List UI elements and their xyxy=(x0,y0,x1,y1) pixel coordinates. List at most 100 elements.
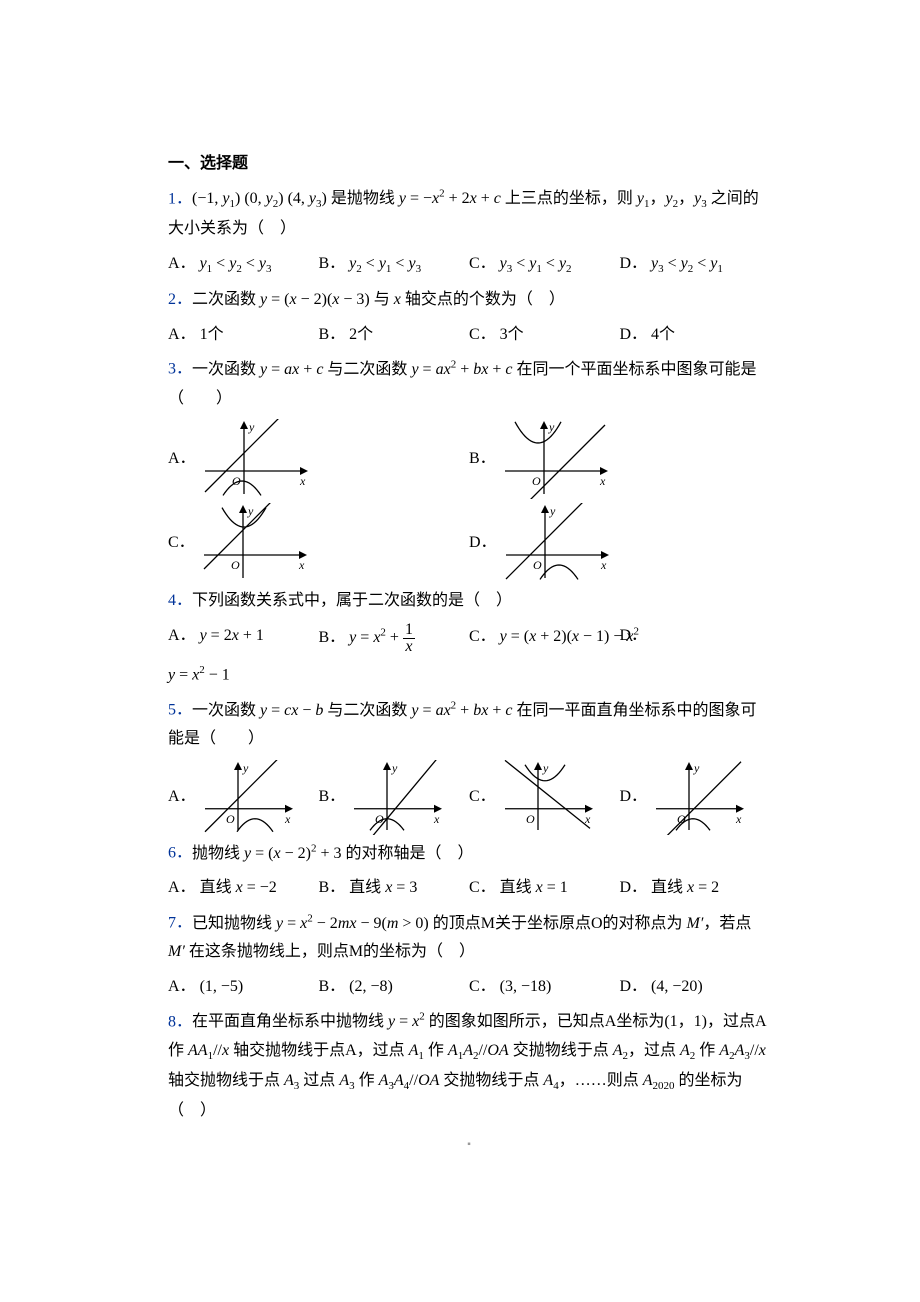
options: A．(1, −5)B．(2, −8)C．(3, −18)D．(4, −20) xyxy=(168,973,770,1002)
option-b: B． x y O xyxy=(469,419,770,499)
option-a: A． x y O xyxy=(168,419,469,499)
question-3: 3．一次函数 y = ax + c 与二次函数 y = ax2 + bx + c… xyxy=(168,355,770,413)
svg-text:O: O xyxy=(532,474,541,488)
option-b: B．y = x2 + 1x xyxy=(318,622,462,655)
question-body: 下列函数关系式中，属于二次函数的是（ ） xyxy=(192,592,512,609)
svg-text:x: x xyxy=(600,558,607,572)
option-row: C． x y O D． x y O xyxy=(168,503,770,583)
questions-container: 1．(−1, y1) (0, y2) (4, y3) 是抛物线 y = −x2 … xyxy=(168,185,770,1126)
question-7: 7．已知抛物线 y = x2 − 2mx − 9(m > 0) 的顶点M关于坐标… xyxy=(168,909,770,967)
question-body: 一次函数 y = ax + c 与二次函数 y = ax2 + bx + c 在… xyxy=(168,361,756,407)
option-label: B． xyxy=(318,629,345,646)
svg-text:x: x xyxy=(284,812,291,826)
option-c: C．(3, −18) xyxy=(469,973,613,1002)
option-d: D．直线 x = 2 xyxy=(619,874,763,903)
option-label: A． xyxy=(168,445,196,474)
question-body: 已知抛物线 y = x2 − 2mx − 9(m > 0) 的顶点M关于坐标原点… xyxy=(168,915,751,961)
question-number: 7． xyxy=(168,915,192,932)
option-a: A．直线 x = −2 xyxy=(168,874,312,903)
svg-text:y: y xyxy=(391,761,398,775)
question-6: 6．抛物线 y = (x − 2)2 + 3 的对称轴是（ ） xyxy=(168,839,770,868)
option-label: B． xyxy=(318,978,345,995)
svg-text:y: y xyxy=(542,761,549,775)
svg-text:y: y xyxy=(248,420,255,434)
question-number: 8． xyxy=(168,1013,192,1030)
option-c: C．直线 x = 1 xyxy=(469,874,613,903)
question-body: 一次函数 y = cx − b 与二次函数 y = ax2 + bx + c 在… xyxy=(168,702,756,748)
option-text: 3个 xyxy=(500,326,524,343)
option-label: A． xyxy=(168,879,196,896)
option-d: D． x y O xyxy=(620,760,771,835)
option-d: D．y3 < y2 < y1 xyxy=(619,250,763,280)
option-row: A． x y O B． x y O C． x y O D． x y O xyxy=(168,760,770,835)
option-text: 直线 x = 3 xyxy=(349,879,417,896)
option-text: y1 < y2 < y3 xyxy=(200,255,272,272)
svg-text:O: O xyxy=(526,812,535,826)
page-center-marker: ▪ xyxy=(168,1136,770,1154)
svg-text:O: O xyxy=(226,812,235,826)
option-row: A． x y O B． x y O xyxy=(168,419,770,499)
question-body: 在平面直角坐标系中抛物线 y = x2 的图象如图所示，已知点A坐标为(1，1)… xyxy=(168,1013,767,1119)
option-text: 1个 xyxy=(200,326,224,343)
option-c: C． x y O xyxy=(469,760,620,835)
option-label: D． xyxy=(619,978,647,995)
option-text: y = x2 + 1x xyxy=(349,629,415,646)
svg-text:y: y xyxy=(242,761,249,775)
option-d: D． xyxy=(619,622,763,655)
question-number: 3． xyxy=(168,361,192,378)
option-b: B．2个 xyxy=(318,321,462,350)
option-text: y = 2x + 1 xyxy=(200,627,264,644)
option-label: C． xyxy=(469,326,496,343)
svg-text:x: x xyxy=(599,474,606,488)
option-text: (3, −18) xyxy=(500,978,552,995)
option-text: 直线 x = 2 xyxy=(651,879,719,896)
question-number: 2． xyxy=(168,291,192,308)
option-a: A．(1, −5) xyxy=(168,973,312,1002)
question-4: 4．下列函数关系式中，属于二次函数的是（ ） xyxy=(168,587,770,616)
option-label: D． xyxy=(619,627,647,644)
svg-text:y: y xyxy=(693,761,700,775)
options: A．y1 < y2 < y3B．y2 < y1 < y3C．y3 < y1 < … xyxy=(168,250,770,280)
svg-text:x: x xyxy=(735,812,742,826)
option-a: A． x y O xyxy=(168,760,319,835)
option-label: D． xyxy=(619,879,647,896)
question-number: 6． xyxy=(168,845,192,862)
option-label: D． xyxy=(620,783,648,812)
option-text: 2个 xyxy=(349,326,373,343)
option-label: C． xyxy=(168,529,195,558)
option-text: y2 < y1 < y3 xyxy=(349,255,421,272)
option-label: B． xyxy=(319,783,346,812)
option-text: 直线 x = −2 xyxy=(200,879,277,896)
option-c: C． x y O xyxy=(168,503,469,583)
option-a: A．y1 < y2 < y3 xyxy=(168,250,312,280)
svg-text:x: x xyxy=(298,558,305,572)
question-body: 二次函数 y = (x − 2)(x − 3) 与 x 轴交点的个数为（ ） xyxy=(192,291,565,308)
option-b: B．直线 x = 3 xyxy=(318,874,462,903)
option-text: (1, −5) xyxy=(200,978,244,995)
question-5: 5．一次函数 y = cx − b 与二次函数 y = ax2 + bx + c… xyxy=(168,696,770,754)
options: A．直线 x = −2B．直线 x = 3C．直线 x = 1D．直线 x = … xyxy=(168,874,770,903)
svg-text:y: y xyxy=(247,504,254,518)
question-number: 4． xyxy=(168,592,192,609)
option-label: A． xyxy=(168,627,196,644)
option-label: B． xyxy=(469,445,496,474)
option-label: B． xyxy=(318,255,345,272)
question-body: (−1, y1) (0, y2) (4, y3) 是抛物线 y = −x2 + … xyxy=(168,190,759,237)
option-text: y3 < y1 < y2 xyxy=(500,255,572,272)
question-2: 2．二次函数 y = (x − 2)(x − 3) 与 x 轴交点的个数为（ ） xyxy=(168,286,770,315)
option-b: B．y2 < y1 < y3 xyxy=(318,250,462,280)
option-b: B．(2, −8) xyxy=(318,973,462,1002)
svg-text:O: O xyxy=(533,558,542,572)
option-c: C．y3 < y1 < y2 xyxy=(469,250,613,280)
option-label: B． xyxy=(318,326,345,343)
question-8: 8．在平面直角坐标系中抛物线 y = x2 的图象如图所示，已知点A坐标为(1，… xyxy=(168,1008,770,1126)
option-label: D． xyxy=(469,529,497,558)
option-a: A．y = 2x + 1 xyxy=(168,622,312,655)
option-b: B． x y O xyxy=(319,760,470,835)
option-label: C． xyxy=(469,879,496,896)
option-text: 4个 xyxy=(651,326,675,343)
option-label: C． xyxy=(469,628,496,645)
svg-text:O: O xyxy=(231,558,240,572)
svg-text:x: x xyxy=(433,812,440,826)
svg-text:y: y xyxy=(549,504,556,518)
